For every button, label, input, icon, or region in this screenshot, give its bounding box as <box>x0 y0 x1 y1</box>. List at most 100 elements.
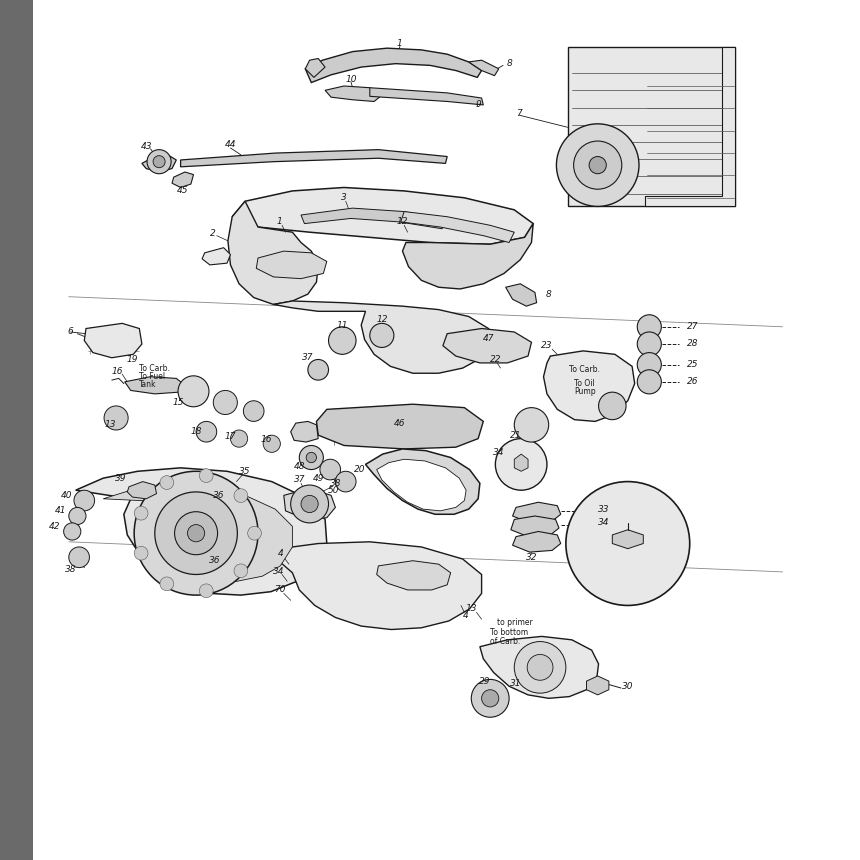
Text: 37: 37 <box>302 353 314 362</box>
Circle shape <box>74 490 95 511</box>
Polygon shape <box>402 224 533 289</box>
Text: 41: 41 <box>54 507 66 515</box>
Text: 27: 27 <box>686 322 698 331</box>
Circle shape <box>637 315 661 339</box>
Circle shape <box>187 525 205 542</box>
Text: 44: 44 <box>224 140 237 149</box>
Circle shape <box>566 482 690 605</box>
Polygon shape <box>127 482 157 499</box>
Circle shape <box>178 376 209 407</box>
Text: 36: 36 <box>212 491 224 500</box>
Circle shape <box>370 323 394 347</box>
Text: 33: 33 <box>598 505 610 513</box>
Text: 50: 50 <box>328 486 340 494</box>
Polygon shape <box>181 150 447 167</box>
Bar <box>568 47 735 206</box>
Text: 8: 8 <box>546 290 551 298</box>
Circle shape <box>230 430 248 447</box>
Text: 23: 23 <box>541 341 553 350</box>
Text: 38: 38 <box>329 479 341 488</box>
Circle shape <box>306 452 316 463</box>
Text: 37: 37 <box>293 476 305 484</box>
Polygon shape <box>514 454 528 471</box>
Polygon shape <box>544 351 635 421</box>
Text: 35: 35 <box>239 467 251 476</box>
Text: 12: 12 <box>376 316 388 324</box>
Text: 2: 2 <box>211 230 216 238</box>
Circle shape <box>243 401 264 421</box>
Text: 11: 11 <box>336 321 348 329</box>
Text: 45: 45 <box>176 187 188 195</box>
Text: 20: 20 <box>353 465 366 474</box>
Polygon shape <box>401 212 514 243</box>
Text: 30: 30 <box>622 682 634 691</box>
Circle shape <box>335 471 356 492</box>
Text: 31: 31 <box>510 679 522 688</box>
Text: 70: 70 <box>274 586 286 594</box>
Circle shape <box>155 492 237 574</box>
Circle shape <box>514 408 549 442</box>
Polygon shape <box>377 561 451 590</box>
Circle shape <box>69 547 89 568</box>
Text: 38: 38 <box>64 565 77 574</box>
Polygon shape <box>267 542 482 630</box>
Text: 16: 16 <box>111 367 123 376</box>
Text: 18: 18 <box>190 427 202 436</box>
Polygon shape <box>612 530 643 549</box>
Text: to primer: to primer <box>497 618 533 627</box>
Circle shape <box>263 435 280 452</box>
Circle shape <box>574 141 622 189</box>
Circle shape <box>234 564 248 578</box>
Circle shape <box>160 476 174 489</box>
Text: 34: 34 <box>273 567 285 575</box>
Circle shape <box>196 421 217 442</box>
Polygon shape <box>228 201 318 304</box>
Polygon shape <box>125 377 185 394</box>
Text: of Carb.: of Carb. <box>490 637 520 646</box>
Circle shape <box>153 156 165 168</box>
Text: 19: 19 <box>126 355 138 364</box>
Text: 4: 4 <box>278 550 283 558</box>
Circle shape <box>637 353 661 377</box>
Polygon shape <box>103 485 292 581</box>
Circle shape <box>104 406 128 430</box>
Text: Pump: Pump <box>574 387 596 396</box>
Polygon shape <box>305 48 482 83</box>
Text: 16: 16 <box>261 435 273 444</box>
Text: Tank: Tank <box>139 380 157 389</box>
Circle shape <box>200 469 213 482</box>
Circle shape <box>308 359 329 380</box>
Circle shape <box>599 392 626 420</box>
Text: 8: 8 <box>507 59 512 68</box>
Text: 13: 13 <box>465 605 477 613</box>
Bar <box>0 0 33 860</box>
Circle shape <box>301 495 318 513</box>
Text: 21: 21 <box>510 431 522 439</box>
Circle shape <box>329 327 356 354</box>
Circle shape <box>556 124 639 206</box>
Text: To Carb.: To Carb. <box>139 364 170 372</box>
Polygon shape <box>587 676 609 695</box>
Text: 42: 42 <box>49 522 61 531</box>
Circle shape <box>134 546 148 560</box>
Polygon shape <box>256 251 327 279</box>
Text: 34: 34 <box>598 519 610 527</box>
Text: 48: 48 <box>293 462 305 470</box>
Polygon shape <box>443 329 531 363</box>
Text: 36: 36 <box>209 556 221 565</box>
Circle shape <box>213 390 237 415</box>
Circle shape <box>64 523 81 540</box>
Text: 40: 40 <box>61 491 73 500</box>
Polygon shape <box>377 459 466 511</box>
Text: 49: 49 <box>312 474 324 482</box>
Text: 32: 32 <box>525 553 538 562</box>
Text: 15: 15 <box>172 398 184 407</box>
Text: 17: 17 <box>224 433 237 441</box>
Text: 39: 39 <box>114 474 126 482</box>
Circle shape <box>495 439 547 490</box>
Text: 9: 9 <box>476 101 481 109</box>
Text: 4: 4 <box>464 611 469 620</box>
Text: 25: 25 <box>686 360 698 369</box>
Circle shape <box>134 471 258 595</box>
Text: 7: 7 <box>517 109 522 118</box>
